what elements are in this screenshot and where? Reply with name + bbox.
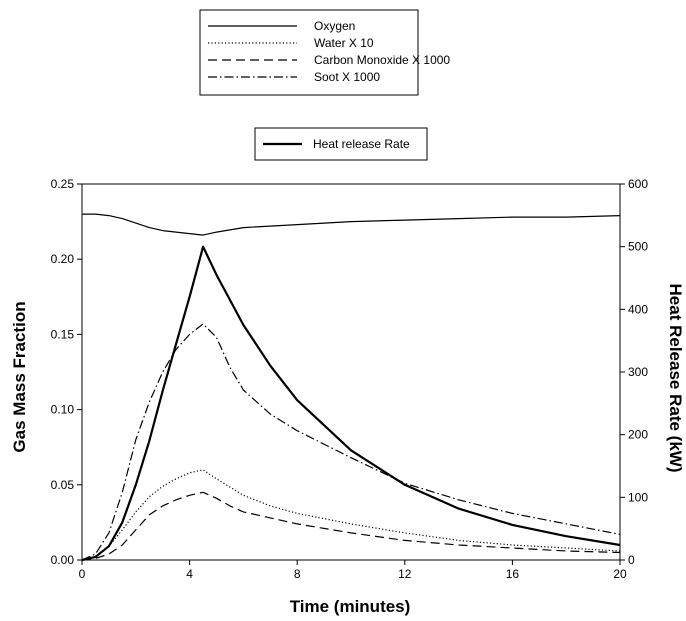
heat-legend-box — [254, 127, 428, 161]
legend-label-water-x-10: Water X 10 — [314, 36, 374, 50]
y-right-tick-label: 300 — [628, 365, 648, 379]
y-right-tick-label: 200 — [628, 428, 648, 442]
y-right-tick-label: 100 — [628, 490, 648, 504]
y-right-axis-title: Heat Release Rate (kW) — [666, 284, 685, 473]
x-tick-label: 12 — [398, 567, 412, 581]
x-axis-title: Time (minutes) — [290, 597, 411, 616]
legend-label-heat-release-rate: Heat release Rate — [313, 137, 410, 151]
axis-ticks: 0 4 8 12 16 20 0.00 0.05 0.10 0.15 0.20 0.25 0 100 200… — [51, 177, 649, 581]
series-line-soot-x-1000 — [81, 323, 621, 561]
series-lines — [81, 213, 621, 562]
y-right-tick-label: 400 — [628, 302, 648, 316]
series-line-water-x-10 — [81, 469, 621, 561]
series-line-carbon-monoxide-x-1000 — [81, 491, 621, 561]
x-tick-label: 8 — [294, 567, 301, 581]
y-right-tick-label: 0 — [628, 553, 635, 567]
x-tick-label: 0 — [79, 567, 86, 581]
x-tick-label: 4 — [186, 567, 193, 581]
legend-label-carbon-monoxide-x-1000: Carbon Monoxide X 1000 — [314, 53, 450, 67]
series-line-heat-release-rate — [81, 245, 621, 562]
plot-area-border — [81, 183, 621, 561]
y-left-tick-label: 0.00 — [51, 553, 75, 567]
legend-label-oxygen: Oxygen — [314, 19, 355, 33]
gas-legend-box — [199, 9, 419, 96]
y-left-tick-label: 0.05 — [51, 478, 75, 492]
y-right-tick-label: 500 — [628, 240, 648, 254]
heat-legend: Heat release Rate — [254, 127, 428, 161]
gas-legend: Oxygen Water X 10 Carbon Monoxide X 1000 So… — [199, 9, 450, 96]
y-left-tick-label: 0.25 — [51, 177, 75, 191]
y-left-axis-title: Gas Mass Fraction — [10, 301, 29, 452]
y-right-tick-label: 600 — [628, 177, 648, 191]
y-left-tick-label: 0.20 — [51, 252, 75, 266]
x-tick-label: 20 — [613, 567, 627, 581]
y-left-tick-label: 0.15 — [51, 327, 75, 341]
x-tick-label: 16 — [506, 567, 520, 581]
series-line-oxygen — [82, 213, 621, 236]
y-left-tick-label: 0.10 — [51, 403, 75, 417]
legend-label-soot-x-1000: Soot X 1000 — [314, 70, 380, 84]
plot-frame — [81, 183, 621, 561]
